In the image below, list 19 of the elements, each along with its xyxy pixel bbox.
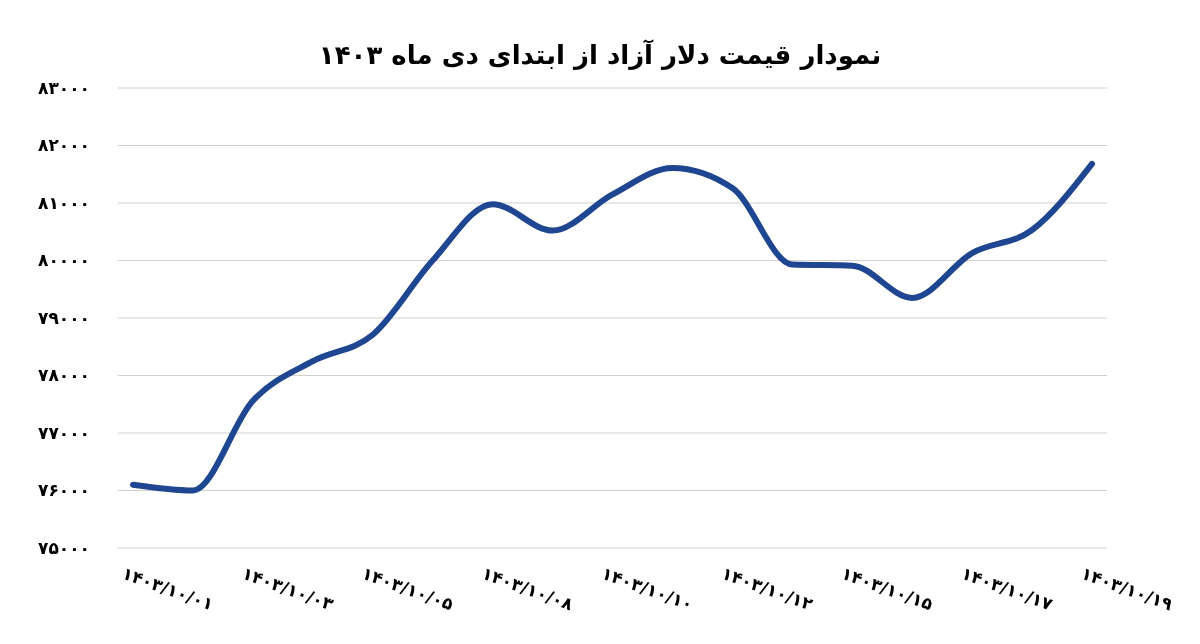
y-tick-label: ۷۸۰۰۰: [38, 365, 90, 386]
y-tick-label: ۸۲۰۰۰: [38, 135, 90, 156]
x-tick-label: ۱۴۰۳/۱۰/۰۵: [359, 562, 456, 615]
chart-title: نمودار قیمت دلار آزاد از ابتدای دی ماه ۱۴۰۳: [318, 39, 882, 71]
x-tick-label: ۱۴۰۳/۱۰/۰۳: [239, 562, 337, 615]
x-tick-label: ۱۴۰۳/۱۰/۱۹: [1078, 562, 1176, 615]
x-tick-label: ۱۴۰۳/۱۰/۱۰: [599, 562, 696, 615]
x-tick-label: ۱۴۰۳/۱۰/۰۸: [479, 562, 577, 615]
y-tick-label: ۸۱۰۰۰: [38, 192, 90, 213]
x-tick-label: ۱۴۰۳/۱۰/۱۵: [838, 562, 936, 615]
y-tick-label: ۷۹۰۰۰: [38, 307, 90, 328]
y-tick-label: ۷۶۰۰۰: [38, 480, 90, 501]
y-tick-label: ۷۵۰۰۰: [38, 537, 90, 558]
y-tick-label: ۷۷۰۰۰: [38, 422, 90, 443]
y-tick-label: ۸۳۰۰۰: [38, 77, 90, 98]
y-tick-label: ۸۰۰۰۰: [38, 250, 90, 271]
x-tick-label: ۱۴۰۳/۱۰/۱۷: [958, 562, 1056, 615]
x-tick-label: ۱۴۰۳/۱۰/۰۱: [119, 562, 217, 615]
x-tick-label: ۱۴۰۳/۱۰/۱۲: [719, 562, 817, 615]
